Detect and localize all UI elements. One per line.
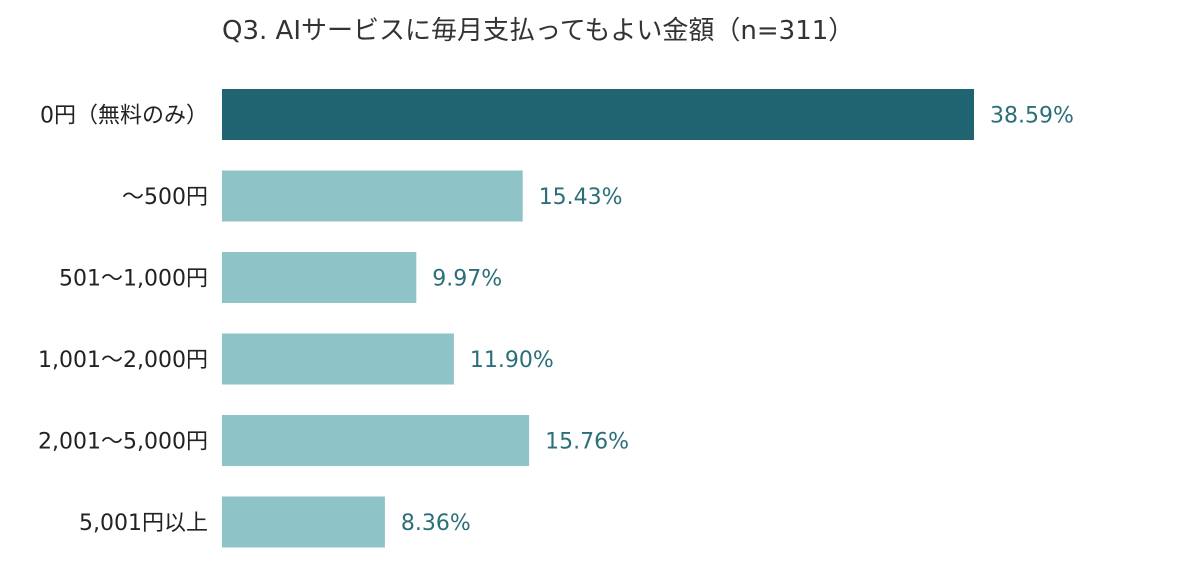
value-label-1: 15.43% bbox=[539, 185, 623, 210]
bar-5 bbox=[222, 496, 385, 548]
bar-3 bbox=[222, 333, 454, 385]
bar-2 bbox=[222, 252, 417, 303]
bar-0 bbox=[222, 89, 974, 140]
chart-title: Q3. AIサービスに毎月支払ってもよい金額（n=311） bbox=[222, 16, 855, 46]
value-label-0: 38.59% bbox=[990, 104, 1074, 129]
value-label-2: 9.97% bbox=[432, 267, 502, 292]
bar-1 bbox=[222, 170, 523, 222]
category-label-2: 501〜1,000円 bbox=[59, 267, 208, 292]
category-label-4: 2,001〜5,000円 bbox=[38, 430, 208, 455]
value-label-4: 15.76% bbox=[545, 430, 629, 455]
value-label-5: 8.36% bbox=[401, 511, 471, 536]
category-label-0: 0円（無料のみ） bbox=[40, 104, 208, 129]
category-label-5: 5,001円以上 bbox=[79, 511, 208, 536]
category-label-1: 〜500円 bbox=[122, 185, 208, 210]
value-label-3: 11.90% bbox=[470, 348, 554, 373]
category-label-3: 1,001〜2,000円 bbox=[38, 348, 208, 373]
bar-4 bbox=[222, 415, 530, 466]
